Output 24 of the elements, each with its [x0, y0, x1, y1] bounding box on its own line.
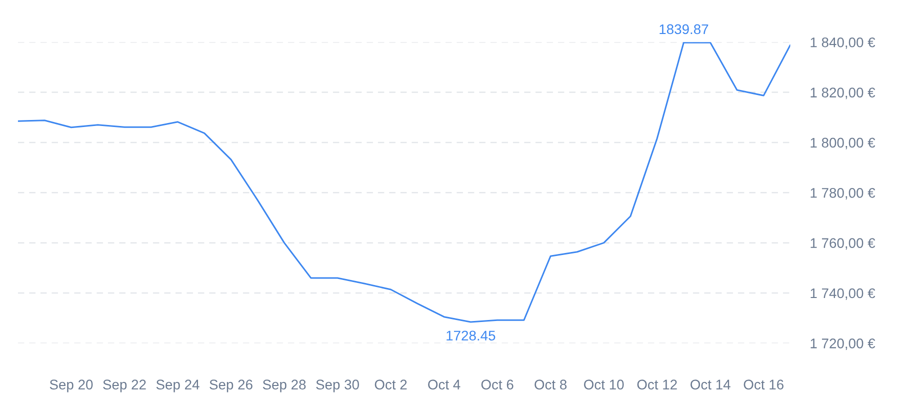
x-tick-label: Sep 24	[156, 380, 200, 392]
x-tick-label: Sep 28	[262, 380, 306, 392]
x-tick-label: Sep 22	[103, 380, 146, 392]
x-tick-label: Oct 14	[690, 380, 730, 390]
x-tick-label: Sep 30	[316, 380, 359, 392]
x-tick-label: Oct 12	[637, 380, 677, 390]
y-tick-label: 1 780,00 €	[810, 188, 876, 200]
x-tick-label: Oct 2	[374, 380, 407, 390]
annotation: 1839.87	[660, 24, 708, 34]
y-tick-label: 1 840,00 €	[810, 37, 876, 49]
x-tick-label: Oct 6	[481, 380, 514, 390]
y-tick-label: 1 800,00 €	[810, 138, 876, 150]
x-tick-label: Oct 4	[428, 380, 460, 390]
x-tick-label: Oct 16	[744, 380, 784, 390]
x-tick-label: Oct 10	[584, 380, 624, 390]
y-tick-label: 1 720,00 €	[810, 338, 876, 350]
annotation: 1728.45	[446, 330, 496, 341]
y-tick-label: 1 820,00 €	[810, 88, 876, 100]
y-tick-label: 1 760,00 €	[810, 238, 876, 250]
x-tick-label: Oct 8	[534, 380, 567, 390]
y-tick-label: 1 740,00 €	[810, 288, 876, 300]
x-tick-label: Sep 26	[210, 380, 252, 392]
x-tick-label: Sep 20	[50, 380, 93, 392]
line-series	[18, 42, 790, 323]
